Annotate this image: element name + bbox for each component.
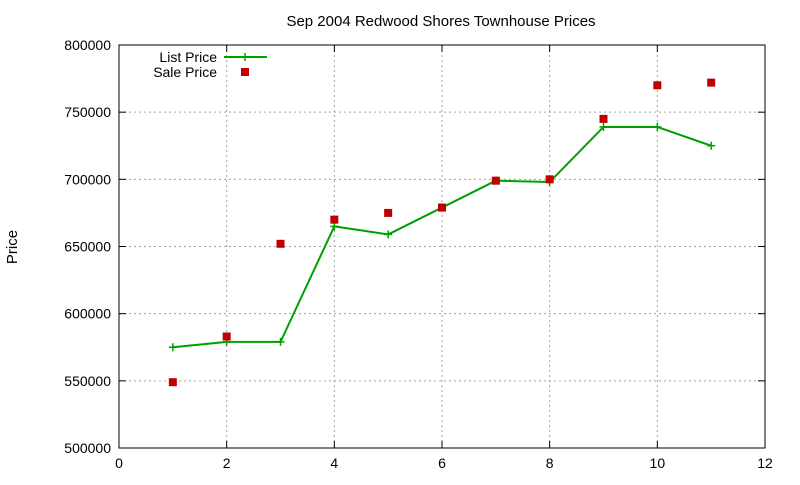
data-point <box>222 332 231 341</box>
data-point <box>545 175 554 184</box>
x-tick-label: 10 <box>650 455 666 471</box>
series-line <box>172 125 712 349</box>
data-point <box>168 343 177 352</box>
grid-lines <box>119 45 765 448</box>
chart-title: Sep 2004 Redwood Shores Townhouse Prices <box>286 13 595 30</box>
data-point <box>276 239 285 248</box>
x-tick-label: 0 <box>115 455 123 471</box>
y-tick-label: 700000 <box>64 171 111 187</box>
data-point <box>707 78 716 87</box>
data-series <box>168 78 716 387</box>
data-point <box>653 81 662 90</box>
y-axis-label: Price <box>4 230 21 264</box>
data-point <box>438 203 446 212</box>
data-point <box>599 114 608 123</box>
data-point <box>168 378 177 387</box>
data-point <box>330 215 339 224</box>
series-list-price <box>168 122 716 352</box>
legend-label: Sale Price <box>153 64 217 80</box>
legend-item: List Price <box>159 49 267 65</box>
x-tick-label: 8 <box>546 455 554 471</box>
y-tick-label: 650000 <box>64 239 111 255</box>
data-point <box>276 337 285 346</box>
x-tick-label: 12 <box>757 455 773 471</box>
x-tick-label: 2 <box>223 455 231 471</box>
y-tick-label: 750000 <box>64 104 111 120</box>
x-tick-label: 6 <box>438 455 446 471</box>
x-tick-label: 4 <box>330 455 338 471</box>
legend-marker <box>241 68 249 76</box>
series-sale-price <box>168 78 716 387</box>
legend-item: Sale Price <box>153 64 249 80</box>
plot-frame <box>118 44 766 449</box>
data-point <box>384 230 393 239</box>
axis-ticks: 500000 550000 600000 650000 700000 750000 8000… <box>64 37 773 471</box>
y-tick-label: 500000 <box>64 440 111 456</box>
data-point <box>491 176 500 185</box>
y-tick-label: 550000 <box>64 373 111 389</box>
data-point <box>384 208 393 217</box>
legend-marker <box>241 53 249 61</box>
data-point <box>599 122 608 131</box>
y-tick-label: 600000 <box>64 306 111 322</box>
data-point <box>707 141 716 150</box>
data-point <box>330 222 339 231</box>
legend-label: List Price <box>159 49 217 65</box>
data-point <box>653 122 662 131</box>
y-tick-label: 800000 <box>64 37 111 53</box>
